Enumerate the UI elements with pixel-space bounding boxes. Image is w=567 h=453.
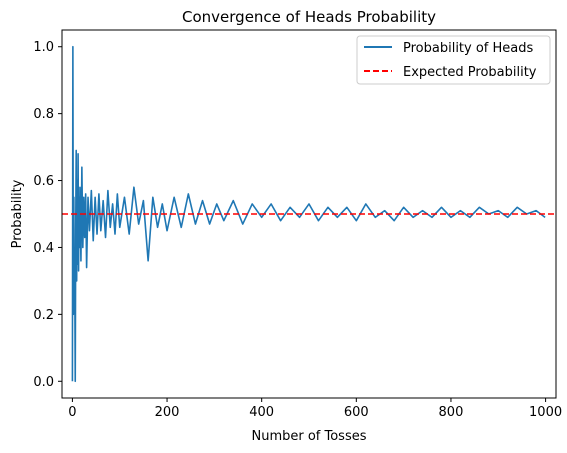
legend-label-probability-of-heads: Probability of Heads	[403, 41, 534, 56]
legend-box	[356, 35, 551, 85]
axes-frame	[61, 29, 557, 399]
plot-area	[62, 45, 556, 383]
y-axis-label: Probability	[10, 179, 25, 248]
x-tick-label: 600	[344, 405, 369, 420]
x-tick-label: 800	[439, 405, 464, 420]
x-tick-label: 1000	[529, 405, 562, 420]
y-tick-label: 0.0	[33, 375, 54, 390]
x-axis: 0 200 400 600 800 1000	[68, 398, 562, 420]
x-tick-label: 400	[249, 405, 274, 420]
y-axis: 0.0 0.2 0.4 0.6 0.8 1.0	[33, 40, 62, 390]
series-line-probability-of-heads	[71, 45, 546, 383]
y-tick-label: 1.0	[33, 40, 54, 55]
legend: Probability of Heads Expected Probabilit…	[356, 35, 551, 85]
y-tick-label: 0.6	[33, 174, 54, 189]
legend-label-expected-probability: Expected Probability	[403, 65, 537, 80]
y-tick-label: 0.4	[33, 241, 54, 256]
x-tick-label: 0	[68, 405, 76, 420]
y-tick-label: 0.2	[33, 308, 54, 323]
chart-title: Convergence of Heads Probability	[182, 8, 436, 26]
y-tick-label: 0.8	[33, 107, 54, 122]
x-tick-label: 200	[155, 405, 180, 420]
x-axis-label: Number of Tosses	[251, 429, 366, 444]
